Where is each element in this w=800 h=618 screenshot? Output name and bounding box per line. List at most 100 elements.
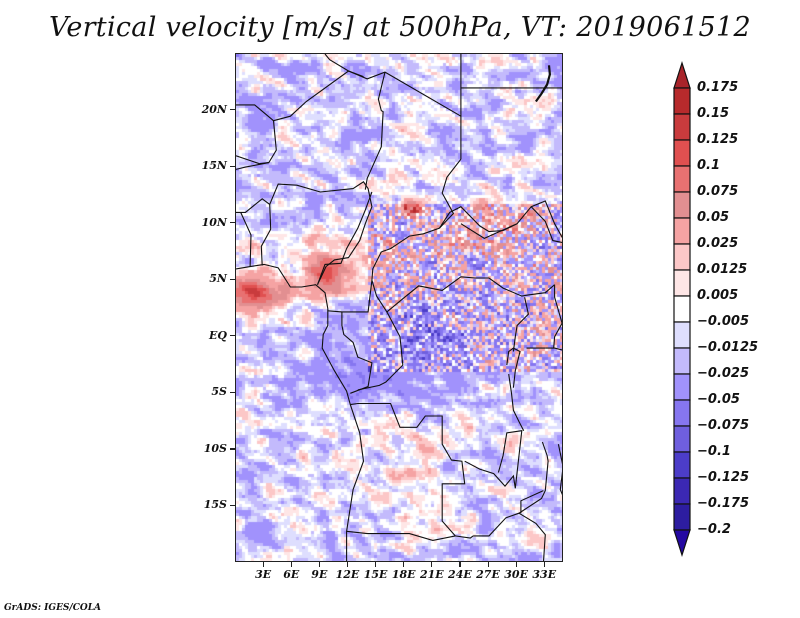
colorbar-arrow-top	[673, 61, 691, 89]
x-tick	[290, 562, 292, 567]
border-line	[346, 530, 456, 541]
border-line	[473, 441, 549, 537]
x-tick-label: 15E	[363, 568, 388, 581]
colorbar-label: 0.05	[697, 210, 730, 225]
colorbar-swatch	[673, 243, 691, 271]
colorbar-label: −0.1	[697, 444, 731, 459]
colorbar-swatch	[673, 113, 691, 141]
border-line	[520, 490, 544, 514]
x-tick	[262, 562, 264, 567]
border-line	[371, 276, 555, 313]
x-tick-label: 33E	[532, 568, 557, 581]
y-tick	[230, 109, 235, 111]
colorbar-swatch	[673, 87, 691, 115]
y-tick-label: 10N	[201, 215, 227, 229]
border-line	[464, 430, 523, 489]
border-line	[518, 512, 546, 561]
y-tick	[230, 504, 235, 507]
border-line	[236, 155, 269, 165]
colorbar-swatch	[673, 373, 691, 401]
y-tick-label: 15N	[201, 159, 227, 173]
colorbar-swatch	[673, 425, 691, 453]
y-tick-label: 10S	[203, 441, 227, 455]
y-tick-label: 15S	[203, 498, 227, 512]
x-tick	[515, 562, 517, 567]
colorbar-label: −0.025	[697, 366, 750, 381]
country-borders	[236, 54, 562, 561]
x-tick	[543, 562, 545, 567]
colorbar-label: −0.2	[697, 522, 731, 537]
border-line	[508, 374, 525, 431]
y-tick	[230, 278, 235, 280]
x-tick-label: 6E	[283, 568, 300, 581]
colorbar-swatch	[673, 477, 691, 505]
colorbar-label: −0.075	[697, 418, 750, 433]
lake-nasser	[535, 65, 552, 103]
colorbar-label: −0.05	[697, 392, 740, 407]
colorbar-swatch	[673, 451, 691, 479]
border-line	[460, 223, 518, 240]
border-line	[350, 402, 474, 539]
border-line	[545, 347, 562, 351]
border-line	[236, 104, 274, 122]
x-tick-label: 18E	[391, 568, 416, 581]
border-line	[439, 158, 462, 229]
x-tick-label: 12E	[335, 568, 360, 581]
colorbar-label: −0.0125	[697, 340, 759, 355]
vertical-velocity-field	[236, 54, 562, 561]
border-line	[553, 284, 562, 349]
border-line	[506, 347, 521, 388]
border-line	[530, 206, 562, 244]
grads-credit: GrADS: IGES/COLA	[4, 603, 102, 613]
colorbar-label: 0.125	[697, 132, 739, 147]
colorbar-label: 0.175	[697, 80, 739, 95]
y-tick-label: EQ	[209, 328, 227, 342]
x-tick-label: 9E	[311, 568, 328, 581]
y-tick	[230, 165, 235, 167]
border-line	[512, 297, 530, 352]
colorbar-label: −0.175	[697, 496, 750, 511]
colorbar-swatch	[673, 503, 691, 531]
x-tick	[318, 562, 321, 567]
x-tick-label: 21E	[419, 568, 444, 581]
border-line	[236, 263, 365, 561]
border-line	[357, 311, 404, 391]
border-line	[364, 71, 386, 190]
border-line	[236, 198, 272, 266]
x-tick	[375, 562, 377, 567]
x-tick-label: 24E	[448, 568, 472, 581]
colorbar-swatch	[673, 139, 691, 167]
colorbar-swatch	[673, 165, 691, 193]
colorbar-label: 0.075	[697, 184, 739, 199]
colorbar-label: 0.005	[697, 288, 739, 303]
border-line	[381, 200, 562, 253]
colorbar-label: 0.025	[697, 236, 739, 251]
y-tick-label: 20N	[201, 102, 227, 116]
colorbar-label: −0.125	[697, 470, 750, 485]
x-tick	[487, 562, 489, 567]
colorbar-swatch	[673, 347, 691, 375]
colorbar-label: −0.005	[697, 314, 750, 329]
colorbar-swatch	[673, 295, 691, 323]
x-tick-label: 3E	[255, 568, 272, 581]
colorbar-swatch	[673, 399, 691, 427]
colorbar-label: 0.1	[697, 158, 721, 173]
y-tick	[230, 391, 235, 394]
x-tick	[346, 562, 349, 567]
x-tick	[431, 562, 433, 567]
colorbar-label: 0.0125	[697, 262, 748, 277]
x-tick-label: 27E	[476, 568, 500, 581]
chart-title: Vertical velocity [m/s] at 500hPa, VT: 2…	[49, 12, 751, 43]
map-plot-area[interactable]	[235, 53, 563, 562]
border-line	[341, 311, 373, 394]
y-tick	[230, 335, 235, 337]
y-tick	[230, 222, 235, 224]
x-tick-label: 30E	[504, 568, 528, 581]
y-tick-label: 5S	[211, 385, 227, 399]
colorbar-label: 0.15	[697, 106, 730, 121]
border-line	[240, 212, 252, 267]
border-line	[316, 191, 373, 285]
x-tick	[459, 562, 461, 567]
colorbar-swatch	[673, 191, 691, 219]
